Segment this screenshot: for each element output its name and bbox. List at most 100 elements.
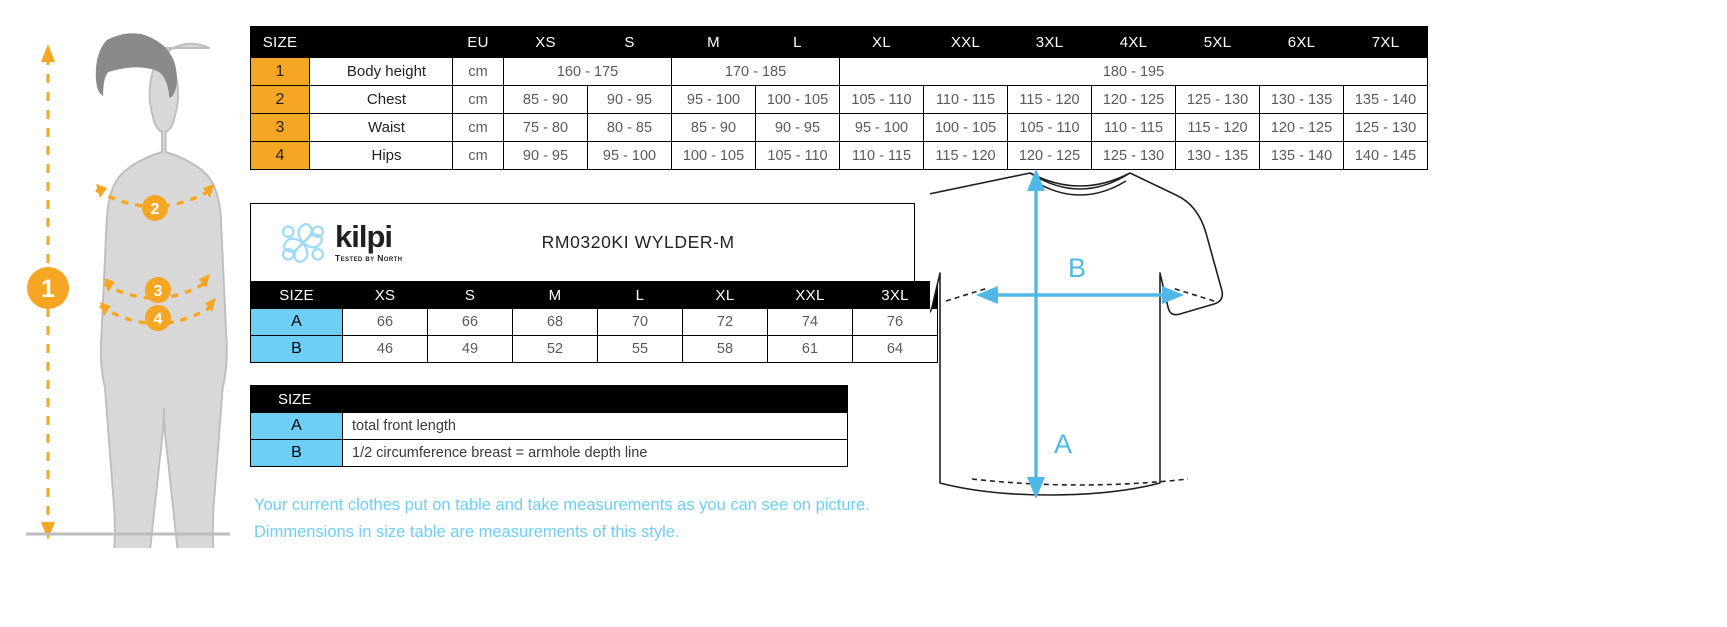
marker-4-label: 4 [154, 311, 163, 328]
col-header-xxl: XXL [767, 281, 853, 309]
cell: 130 - 135 [1175, 141, 1260, 170]
measure-arrow-b: B [976, 253, 1184, 304]
label-a: A [1054, 429, 1072, 459]
legend-header-row: SIZE [250, 385, 848, 413]
kilpi-knot-icon [281, 222, 325, 263]
row-label-b: B [250, 335, 343, 363]
table-row-hips: 4 Hips cm 90 - 95 95 - 100 100 - 105 105… [250, 141, 1428, 170]
product-row-b: B 46 49 52 55 58 61 64 [250, 335, 938, 363]
col-header-s: S [587, 26, 672, 58]
legend-label-b: B [250, 439, 343, 467]
col-header-xl: XL [839, 26, 924, 58]
cell: 85 - 90 [671, 113, 756, 142]
cell: 120 - 125 [1091, 85, 1176, 114]
measure-arrow-a: A [1027, 169, 1072, 499]
cell: 100 - 105 [923, 113, 1008, 142]
col-header-3xl: 3XL [1007, 26, 1092, 58]
cell: 140 - 145 [1343, 141, 1428, 170]
cell: 135 - 140 [1259, 141, 1344, 170]
cell: 95 - 100 [671, 85, 756, 114]
row-label: Body height [309, 57, 453, 86]
table-row-chest: 2 Chest cm 85 - 90 90 - 95 95 - 100 100 … [250, 85, 1428, 114]
legend-row-a: A total front length [250, 412, 848, 440]
mannequin-figure: 2 3 4 1 [8, 18, 248, 597]
cell: 66 [427, 308, 513, 336]
product-code: RM0320KI WYLDER-M [541, 232, 735, 252]
cell: 105 - 110 [1007, 113, 1092, 142]
legend-row-b: B 1/2 circumference breast = armhole dep… [250, 439, 848, 467]
cell: 100 - 105 [671, 141, 756, 170]
row-unit: cm [452, 113, 504, 142]
brand-tagline: Tested by North [335, 253, 403, 264]
product-measurement-block: kilpi Tested by North RM0320KI WYLDER-M … [250, 203, 938, 363]
row-number: 1 [250, 57, 310, 86]
legend-table: SIZE A total front length B 1/2 circumfe… [250, 385, 848, 467]
measurement-notes: Your current clothes put on table and ta… [254, 492, 870, 546]
col-header-size: SIZE [250, 26, 310, 58]
body-measurement-table: SIZE EU XS S M L XL XXL 3XL 4XL 5XL 6XL … [250, 26, 1428, 170]
col-header-3xl: 3XL [852, 281, 938, 309]
cell: 120 - 125 [1259, 113, 1344, 142]
col-header-eu: EU [452, 26, 504, 58]
row-label-a: A [250, 308, 343, 336]
note-line-1: Your current clothes put on table and ta… [254, 496, 870, 514]
col-header-5xl: 5XL [1175, 26, 1260, 58]
cell: 90 - 95 [503, 141, 588, 170]
cell: 120 - 125 [1007, 141, 1092, 170]
cell-span-3: 180 - 195 [839, 57, 1428, 86]
cell: 110 - 115 [1091, 113, 1176, 142]
sleeve-hem-right [1171, 287, 1215, 302]
col-header-m: M [512, 281, 598, 309]
row-number: 2 [250, 85, 310, 114]
cell: 105 - 110 [839, 85, 924, 114]
cell: 49 [427, 335, 513, 363]
marker-1: 1 [27, 267, 69, 309]
cell: 74 [767, 308, 853, 336]
row-label: Chest [309, 85, 453, 114]
cell: 115 - 120 [1007, 85, 1092, 114]
chest-measure: 2 [95, 184, 215, 221]
row-number: 4 [250, 141, 310, 170]
cell-span-2: 170 - 185 [671, 57, 840, 86]
cell: 68 [512, 308, 598, 336]
marker-3-label: 3 [154, 283, 163, 300]
cell: 80 - 85 [587, 113, 672, 142]
cell: 64 [852, 335, 938, 363]
brand-logo: kilpi Tested by North [277, 220, 402, 266]
cell: 55 [597, 335, 683, 363]
cell: 125 - 130 [1343, 113, 1428, 142]
cell: 66 [342, 308, 428, 336]
cell: 125 - 130 [1175, 85, 1260, 114]
marker-1-label: 1 [41, 275, 55, 303]
legend-label-a: A [250, 412, 343, 440]
col-header-s: S [427, 281, 513, 309]
sleeve-hem-left [945, 287, 989, 302]
cell: 58 [682, 335, 768, 363]
cell: 95 - 100 [839, 113, 924, 142]
cell: 115 - 120 [1175, 113, 1260, 142]
product-header: kilpi Tested by North RM0320KI WYLDER-M [250, 203, 915, 281]
cell: 115 - 120 [923, 141, 1008, 170]
row-unit: cm [452, 57, 504, 86]
table-row-body-height: 1 Body height cm 160 - 175 170 - 185 180… [250, 57, 1428, 86]
hips-measure: 4 [99, 298, 217, 331]
col-header-6xl: 6XL [1259, 26, 1344, 58]
col-header-l: L [597, 281, 683, 309]
table-row-waist: 3 Waist cm 75 - 80 80 - 85 85 - 90 90 - … [250, 113, 1428, 142]
cell: 95 - 100 [587, 141, 672, 170]
row-unit: cm [452, 85, 504, 114]
row-number: 3 [250, 113, 310, 142]
bottom-hem [971, 478, 1189, 486]
note-line-2: Dimmensions in size table are measuremen… [254, 523, 680, 542]
col-header-xs: XS [342, 281, 428, 309]
col-header-blank [309, 26, 453, 58]
label-b: B [1068, 253, 1086, 283]
col-header-m: M [671, 26, 756, 58]
cell: 46 [342, 335, 428, 363]
cell: 110 - 115 [839, 141, 924, 170]
cell: 85 - 90 [503, 85, 588, 114]
row-label: Waist [309, 113, 453, 142]
cell: 90 - 95 [755, 113, 840, 142]
cell: 135 - 140 [1343, 85, 1428, 114]
